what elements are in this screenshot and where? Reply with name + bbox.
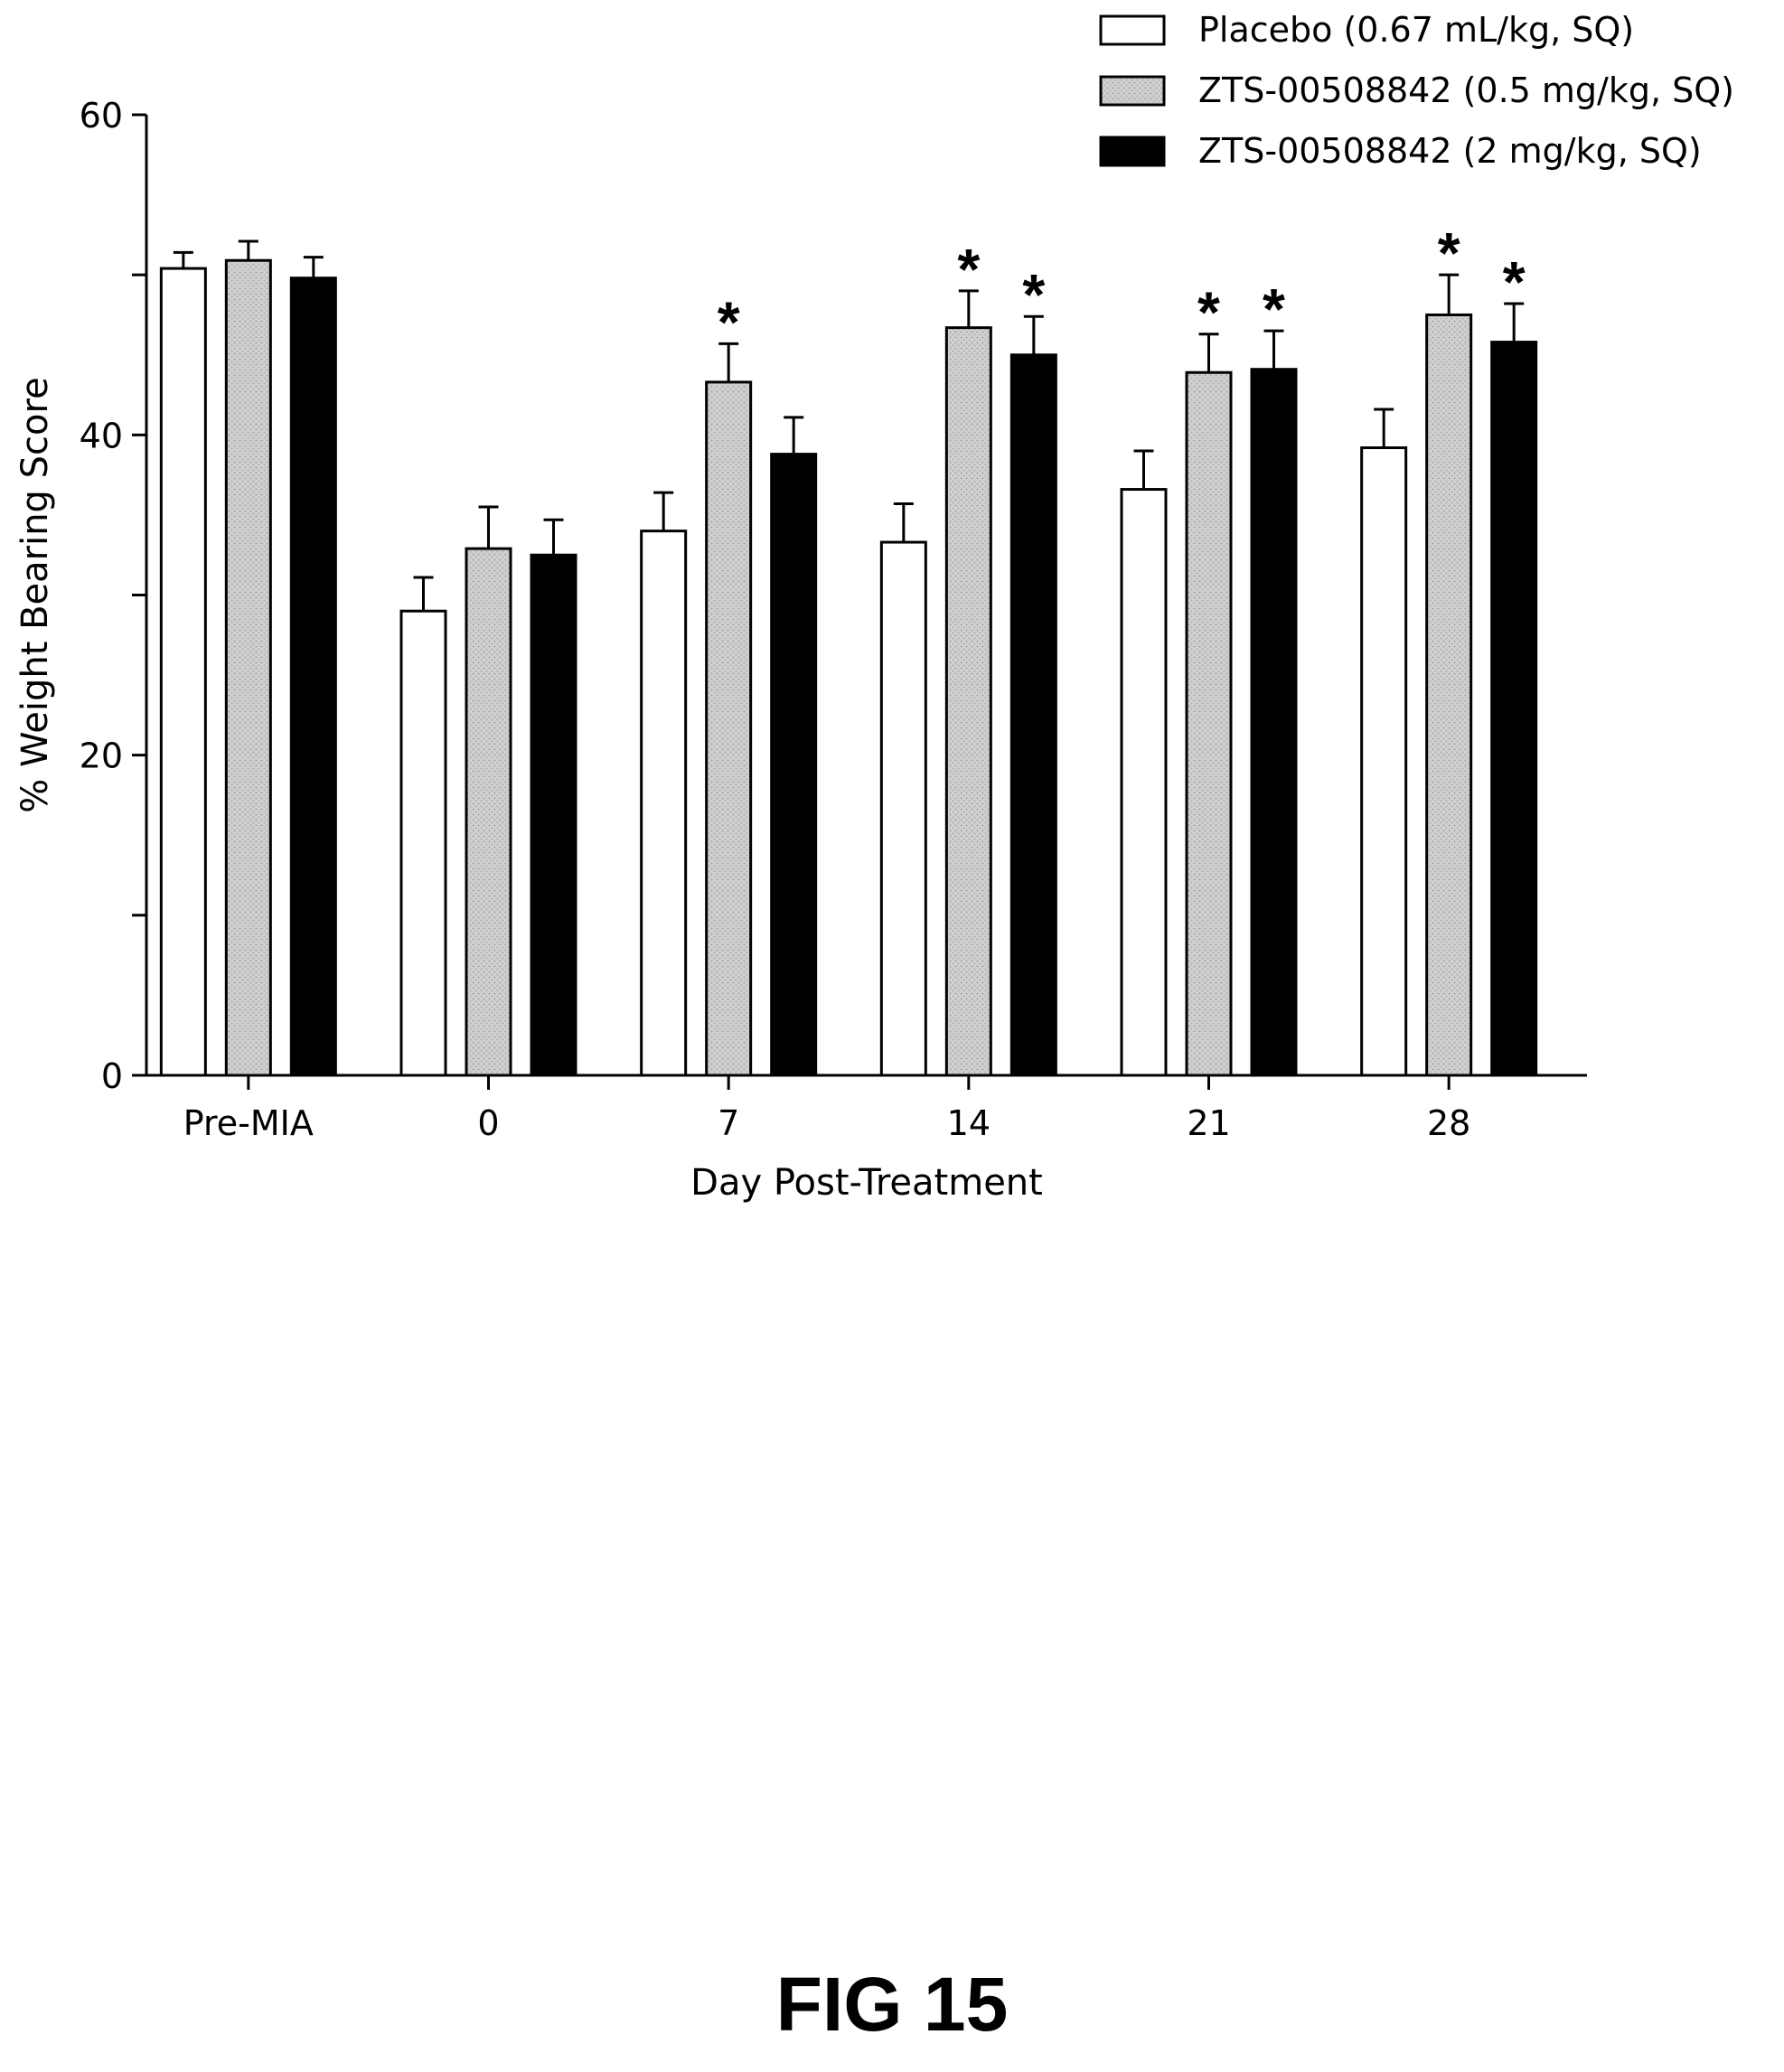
- bar: [770, 453, 818, 1077]
- bar: [1490, 341, 1538, 1077]
- y-tick-label: 0: [101, 1056, 123, 1096]
- bar: [705, 380, 753, 1077]
- significance-marker: *: [1263, 277, 1285, 342]
- figure-label: FIG 15: [775, 1962, 1009, 2047]
- bar: [289, 277, 337, 1077]
- legend-swatch: [1099, 75, 1166, 107]
- bar: [1250, 368, 1298, 1077]
- bar: [1425, 313, 1473, 1077]
- y-tick-label: 40: [80, 416, 123, 455]
- bar: [1360, 446, 1408, 1077]
- legend-swatch: [1099, 14, 1166, 46]
- bar: [399, 609, 447, 1077]
- legend-swatch: [1099, 136, 1166, 167]
- bar: [465, 547, 512, 1077]
- bar: [879, 540, 927, 1077]
- significance-marker: *: [957, 237, 980, 302]
- x-tick-label: 0: [477, 1103, 499, 1143]
- x-tick-label: 21: [1187, 1103, 1230, 1143]
- bar: [640, 530, 688, 1077]
- legend-label: ZTS-00508842 (0.5 mg/kg, SQ): [1198, 70, 1734, 110]
- x-axis-label: Day Post-Treatment: [690, 1162, 1043, 1204]
- bars: * * * * * * *: [159, 220, 1538, 1077]
- significance-marker: *: [1022, 262, 1045, 327]
- bar: [1120, 488, 1168, 1077]
- x-tick-label: 28: [1427, 1103, 1470, 1143]
- x-tick-label: 7: [718, 1103, 739, 1143]
- legend: Placebo (0.67 mL/kg, SQ) ZTS-00508842 (0.…: [1099, 10, 1734, 171]
- bar: [944, 326, 992, 1077]
- bar: [1009, 353, 1057, 1077]
- x-tick-label: 14: [947, 1103, 991, 1143]
- significance-marker: *: [1503, 249, 1526, 314]
- significance-marker: *: [1197, 280, 1220, 345]
- y-tick-label: 60: [80, 96, 123, 136]
- x-tick-label: Pre-MIA: [183, 1103, 314, 1143]
- significance-marker: *: [1438, 220, 1460, 286]
- bar: [1185, 370, 1233, 1077]
- legend-label: ZTS-00508842 (2 mg/kg, SQ): [1198, 131, 1702, 171]
- bar: [530, 553, 577, 1077]
- axes: 0 20 40 60 Day Post-Treatment % Weight Bearin…: [14, 96, 1587, 1204]
- bar: [159, 267, 207, 1077]
- significance-marker: *: [718, 289, 740, 354]
- legend-label: Placebo (0.67 mL/kg, SQ): [1198, 10, 1634, 50]
- y-axis-label: % Weight Bearing Score: [14, 377, 56, 812]
- y-tick-label: 20: [80, 736, 123, 776]
- bar: [224, 258, 272, 1077]
